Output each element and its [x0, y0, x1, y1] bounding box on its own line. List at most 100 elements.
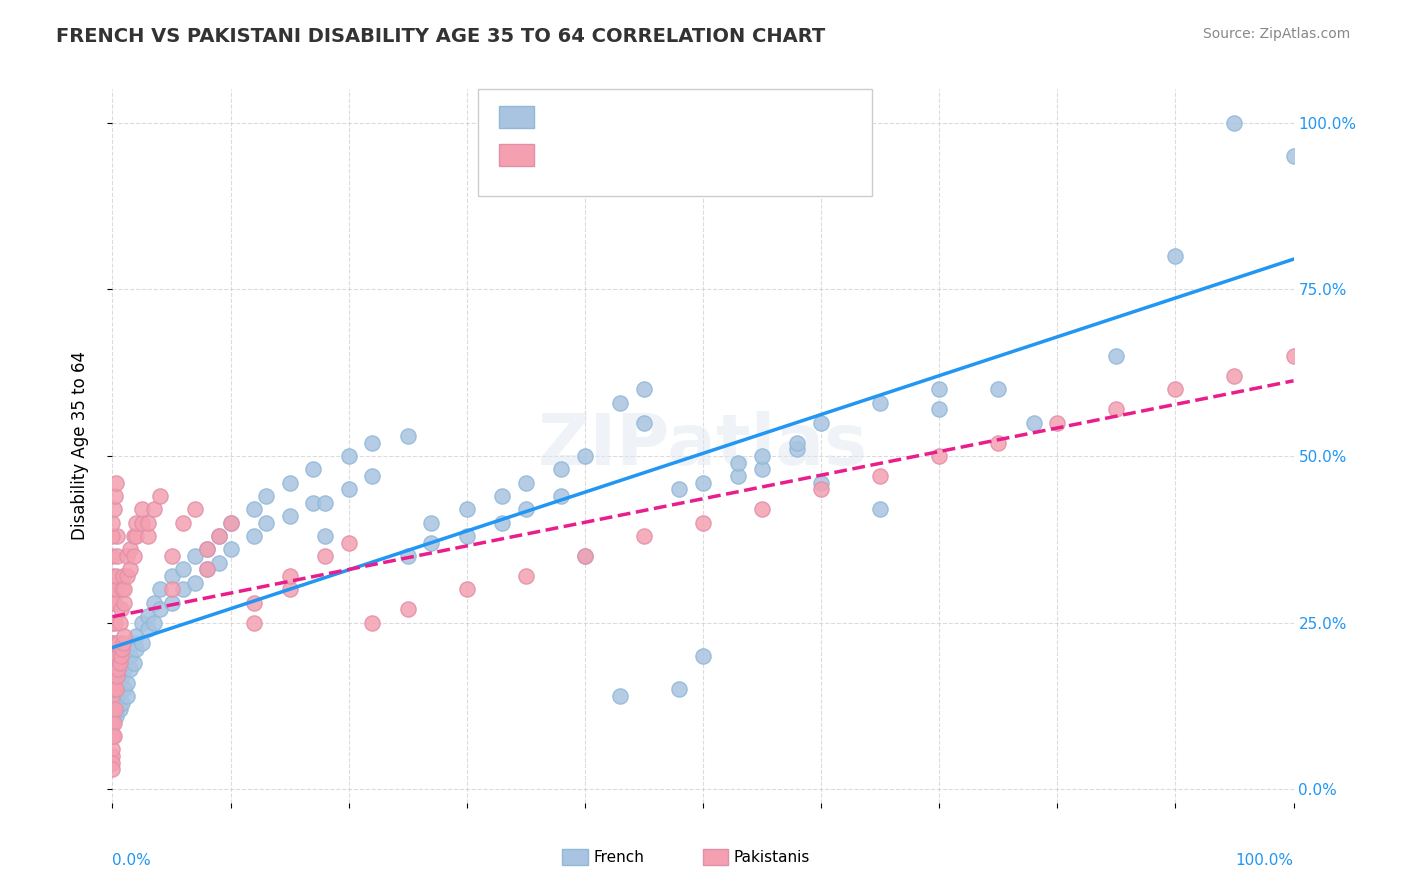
Point [219, 542, 242, 557]
Point [160, 569, 183, 583]
Point [101, 529, 124, 543]
Point [208, 556, 231, 570]
Point [692, 516, 714, 530]
Point [314, 496, 336, 510]
Point [337, 449, 360, 463]
Point [103, 662, 125, 676]
Point [550, 489, 572, 503]
Point [1164, 249, 1187, 263]
Point [1223, 368, 1246, 383]
Point [112, 582, 135, 597]
Point [125, 516, 148, 530]
Point [103, 675, 125, 690]
Point [727, 469, 749, 483]
Point [108, 615, 131, 630]
Point [101, 715, 124, 730]
Point [751, 502, 773, 516]
Y-axis label: Disability Age 35 to 64: Disability Age 35 to 64 [70, 351, 89, 541]
Point [1282, 349, 1305, 363]
Point [104, 596, 127, 610]
Point [111, 696, 134, 710]
Text: 0.643: 0.643 [576, 107, 628, 125]
Point [111, 669, 134, 683]
Point [302, 496, 325, 510]
Point [101, 615, 124, 630]
Point [112, 682, 135, 697]
Point [101, 516, 124, 530]
Point [120, 649, 142, 664]
Point [609, 689, 631, 703]
Point [574, 549, 596, 563]
Point [928, 382, 950, 396]
Point [869, 395, 891, 409]
Point [456, 502, 478, 516]
Point [751, 449, 773, 463]
Point [149, 602, 172, 616]
Point [172, 582, 194, 597]
Point [184, 549, 207, 563]
Point [105, 669, 128, 683]
Point [112, 596, 135, 610]
Point [107, 636, 129, 650]
Point [692, 649, 714, 664]
Point [131, 516, 153, 530]
Point [101, 636, 124, 650]
Point [314, 549, 336, 563]
Text: R =: R = [541, 107, 578, 125]
Text: 0.200: 0.200 [576, 145, 628, 162]
Point [101, 729, 124, 743]
Point [131, 636, 153, 650]
Point [103, 682, 125, 697]
Point [101, 582, 124, 597]
Point [101, 729, 124, 743]
Point [184, 575, 207, 590]
Point [122, 549, 145, 563]
Point [727, 456, 749, 470]
Point [104, 702, 127, 716]
Point [810, 475, 832, 490]
Point [515, 502, 537, 516]
Point [104, 489, 127, 503]
Point [420, 535, 443, 549]
Point [515, 569, 537, 583]
Point [149, 582, 172, 597]
Point [1164, 382, 1187, 396]
Point [869, 469, 891, 483]
Text: 0.0%: 0.0% [112, 853, 152, 868]
Point [101, 689, 124, 703]
Point [302, 462, 325, 476]
Point [136, 529, 159, 543]
Point [160, 596, 183, 610]
Point [115, 569, 138, 583]
Point [101, 596, 124, 610]
Point [456, 582, 478, 597]
Point [105, 696, 128, 710]
Text: ZIPatlas: ZIPatlas [538, 411, 868, 481]
Point [104, 615, 127, 630]
Point [172, 562, 194, 576]
Point [105, 569, 128, 583]
Point [987, 435, 1010, 450]
Point [125, 642, 148, 657]
Point [928, 449, 950, 463]
Point [550, 462, 572, 476]
Point [125, 529, 148, 543]
Point [131, 502, 153, 516]
Point [574, 549, 596, 563]
Point [131, 615, 153, 630]
Point [810, 483, 832, 497]
Point [254, 489, 277, 503]
Point [105, 709, 128, 723]
Point [160, 582, 183, 597]
Point [195, 542, 218, 557]
Point [491, 516, 513, 530]
Point [112, 662, 135, 676]
Point [810, 416, 832, 430]
Point [104, 702, 127, 716]
Point [101, 702, 124, 716]
Point [491, 489, 513, 503]
Point [243, 529, 266, 543]
Point [108, 702, 131, 716]
Point [786, 442, 808, 457]
Point [103, 636, 125, 650]
